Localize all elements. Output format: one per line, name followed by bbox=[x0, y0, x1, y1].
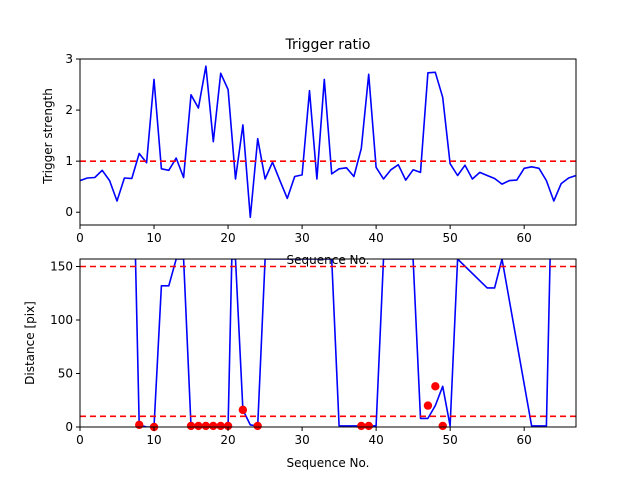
y-tick-label: 0 bbox=[65, 420, 73, 434]
x-tick-label: 60 bbox=[517, 231, 532, 245]
series-line bbox=[80, 65, 576, 219]
trigger-ratio-chart: Trigger ratio Trigger strength Sequence … bbox=[41, 37, 577, 267]
data-point bbox=[135, 420, 144, 430]
y-axis-label: Trigger strength bbox=[41, 88, 55, 185]
y-tick-label: 3 bbox=[65, 52, 73, 66]
data-point bbox=[357, 421, 366, 431]
data-point bbox=[223, 421, 233, 431]
x-tick-label: 10 bbox=[146, 433, 161, 447]
y-tick-label: 100 bbox=[50, 313, 73, 327]
x-axis-label: Sequence No. bbox=[287, 456, 370, 470]
distance-chart: Distance [pix] Sequence No. 0 10 20 30 40 50 6… bbox=[23, 258, 577, 470]
x-axis-label: Sequence No. bbox=[287, 253, 370, 267]
chart-title: Trigger ratio bbox=[284, 37, 370, 53]
data-point bbox=[364, 421, 373, 431]
data-point bbox=[201, 421, 211, 431]
plot-area bbox=[80, 65, 576, 219]
data-point bbox=[238, 405, 248, 415]
data-point bbox=[438, 421, 447, 431]
x-tick-label: 10 bbox=[146, 231, 161, 245]
x-tick-label: 50 bbox=[443, 433, 458, 447]
axes-frame bbox=[79, 258, 577, 428]
data-point bbox=[216, 421, 225, 431]
data-point bbox=[194, 421, 203, 431]
x-tick-label: 30 bbox=[294, 231, 309, 245]
data-point bbox=[423, 401, 433, 410]
x-tick-label: 20 bbox=[220, 231, 235, 245]
x-tick-label: 40 bbox=[368, 231, 383, 245]
axes-frame bbox=[79, 58, 577, 226]
x-tick-label: 0 bbox=[76, 433, 84, 447]
data-point bbox=[186, 421, 196, 431]
x-tick-label: 30 bbox=[294, 433, 309, 447]
x-tick-label: 50 bbox=[443, 231, 458, 245]
y-tick-label: 0 bbox=[65, 205, 73, 219]
y-axis-label: Distance [pix] bbox=[23, 301, 37, 385]
x-tick-label: 0 bbox=[76, 231, 84, 245]
y-tick-label: 150 bbox=[50, 259, 73, 273]
data-point bbox=[209, 421, 218, 431]
data-point bbox=[431, 382, 440, 391]
y-tick-label: 2 bbox=[65, 103, 73, 117]
y-tick-label: 50 bbox=[58, 366, 73, 380]
x-tick-label: 60 bbox=[517, 433, 532, 447]
x-tick-label: 20 bbox=[220, 433, 235, 447]
data-point bbox=[253, 421, 262, 431]
y-tick-label: 1 bbox=[65, 154, 73, 168]
x-tick-label: 40 bbox=[368, 433, 383, 447]
